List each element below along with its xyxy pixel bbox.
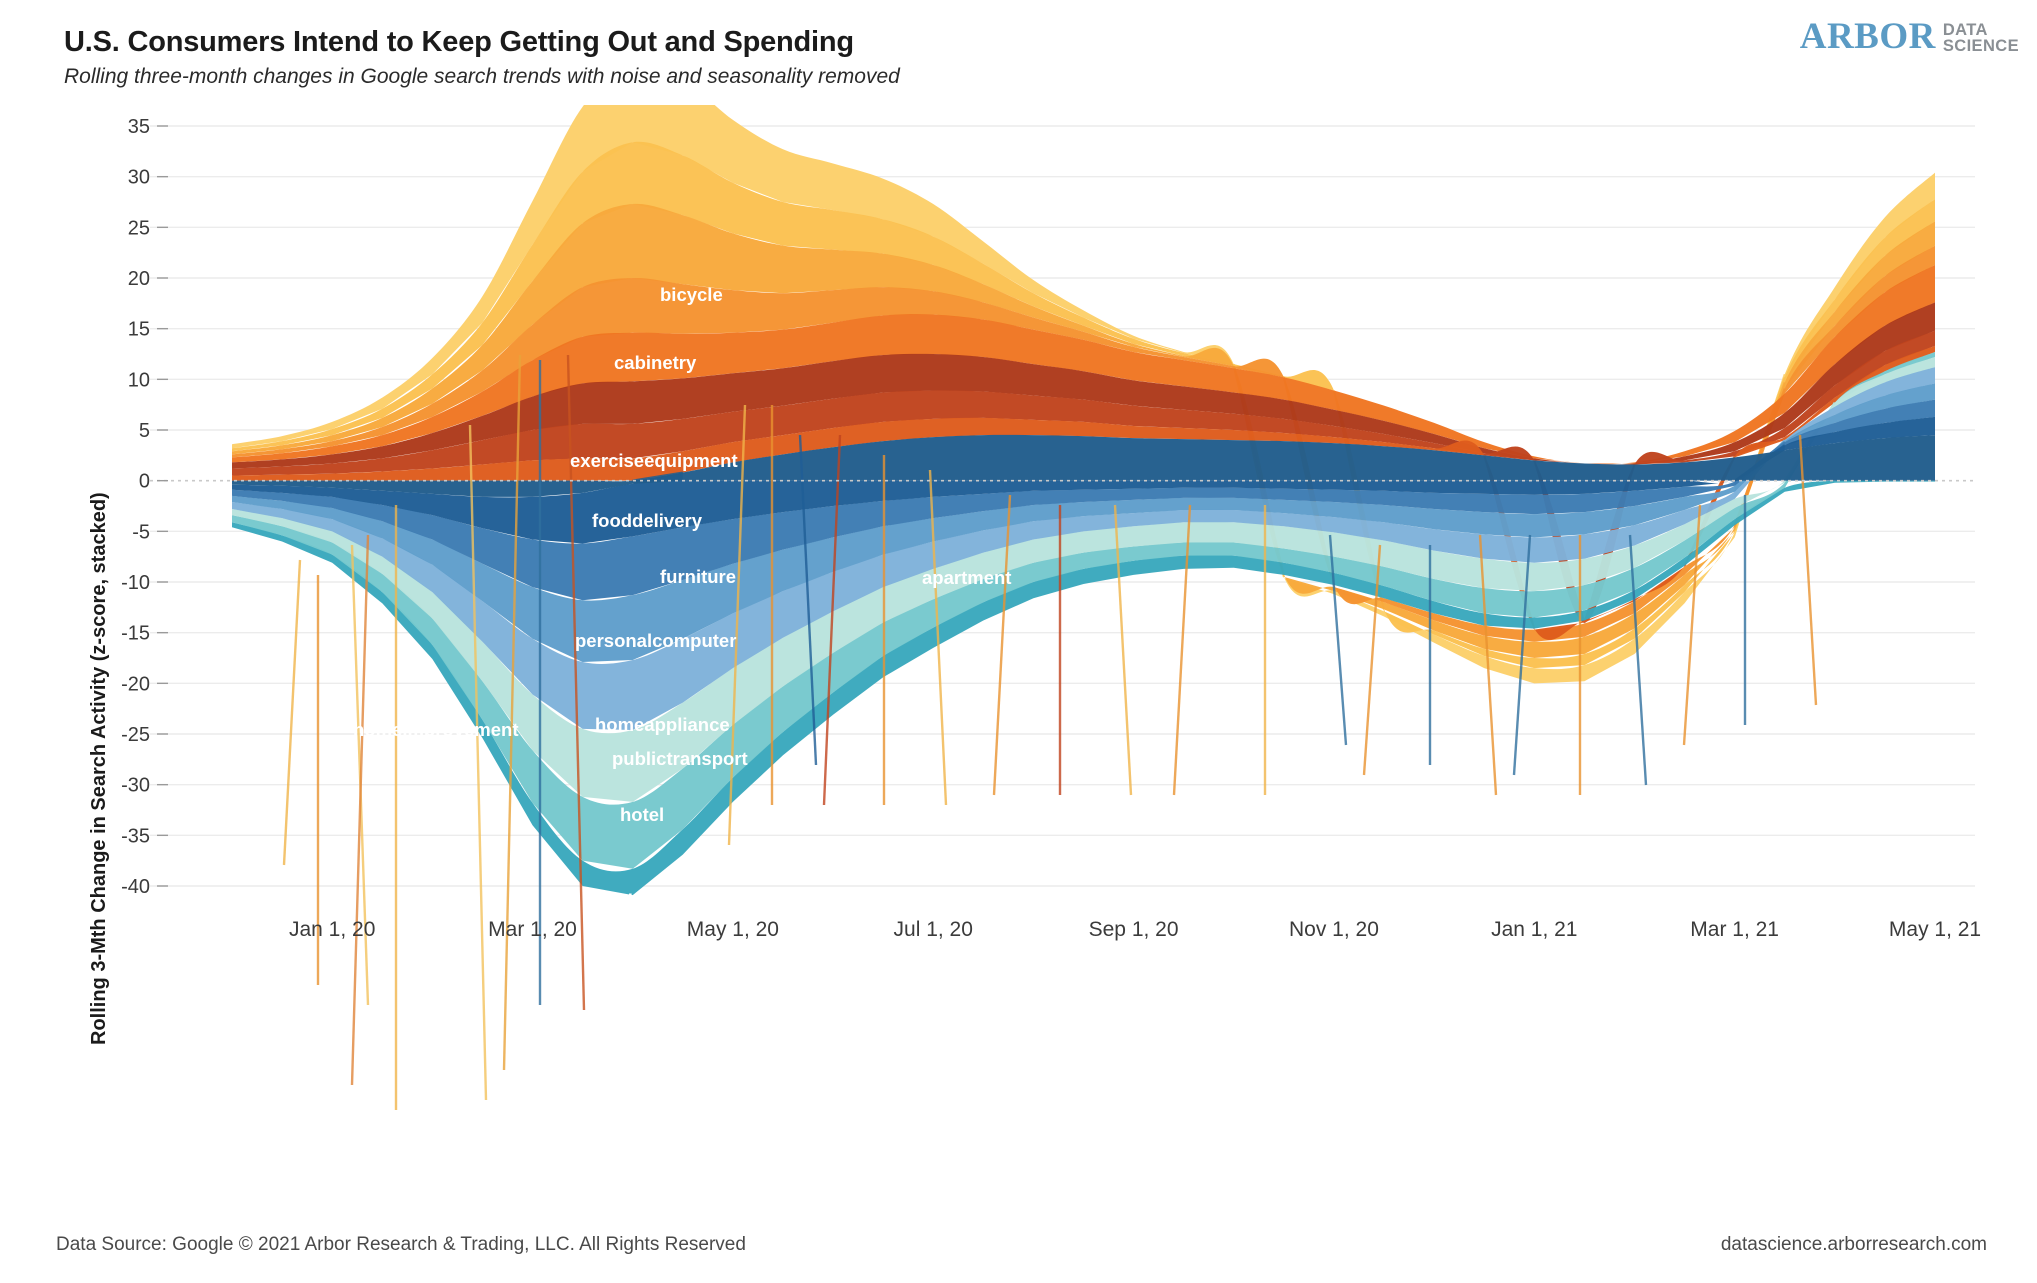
series-area-homeappliance [232,417,1535,630]
y-axis-tick-label: 10 [128,369,150,391]
series-label-jobinterview: jobinterview [578,1092,688,1113]
series-area-fooddelivery [232,277,1334,588]
x-axis-tick-label: Jul 1, 20 [894,918,973,941]
stream-connector-strand [727,404,747,846]
logo-data-text: DATA [1942,21,1988,39]
stream-connector-strand [928,469,948,806]
streamgraph-svg: 35 30 25 20 15 10 5 0 -5 -10 -15 -20 -25 -30 -35 -40 Ja… [121,105,1981,1171]
stream-connector-strand [1628,534,1648,786]
chart-header: U.S. Consumers Intend to Keep Getting Ou… [0,0,2037,105]
y-axis-tick-label: -20 [121,673,150,695]
stream-connector-strand [1172,504,1192,796]
series-label-cabinetry: cabinetry [614,352,697,373]
series-area-jobinterview [232,442,1785,601]
series-area-jobinterview [1734,399,1935,486]
stream-connector-strand [992,494,1012,796]
y-axis-tick-label: 30 [128,167,150,189]
y-axis-tick-label: -5 [132,521,150,543]
series-area-flight [1784,357,1935,483]
series-label-movietheater: movietheater [582,1029,697,1050]
series-connector-apartment [632,471,683,482]
y-axis-tick-label: -10 [121,572,150,594]
series-area-furniture [232,264,1935,465]
website-text: datascience.arborresearch.com [1720,1234,1987,1255]
series-area-movietheater [232,441,1785,663]
x-axis-tick-label: Jan 1, 21 [1491,918,1577,941]
stream-connector-strand [502,354,522,1071]
y-axis-tick-label: 20 [128,268,150,290]
series-label-hotel: hotel [620,804,664,825]
y-axis-tick-label: 35 [128,116,150,138]
stream-connector-strand [1478,534,1498,796]
series-area-fooddelivery [1734,245,1935,528]
x-axis-tick-label: Nov 1, 20 [1289,918,1379,941]
series-area-apartment [232,472,683,497]
series-area-personalcomputer [232,302,1935,469]
stream-connector-strand [1113,504,1133,796]
stream-connector-strand [468,424,488,1101]
x-axis-group: Jan 1, 20 Mar 1, 20 May 1, 20 Jul 1, 20 Sep … [289,918,1981,941]
series-labels-group: bicycle cabinetry exerciseequipment fooddel… [353,284,1011,1171]
y-axis-tick-label: -25 [121,724,150,746]
series-area-cabinetry [1734,198,1935,533]
y-axis-tick-label: 15 [128,319,150,341]
stream-connector-strand [350,534,370,1086]
stream-connector-strand [822,434,842,806]
y-axis-tick-label: -30 [121,775,150,797]
series-label-homeappliance: homeappliance [595,714,730,735]
x-axis-tick-label: Sep 1, 20 [1089,918,1179,941]
y-axis-tick-label: -15 [121,623,150,645]
series-area-exerciseequipment [232,203,1284,577]
series-label-fooddelivery: fooddelivery [592,510,703,531]
series-area-restaurant [1734,367,1935,499]
series-area-clothing [1734,416,1935,482]
stream-connector-strand [282,559,302,866]
series-area-apartment [632,434,1936,484]
logo-sub-text: DATA SCIENCE [1942,18,2019,55]
series-area-bicycle [1734,172,1935,538]
series-label-publictransport: publictransport [612,748,748,769]
series-label-exerciseequipment: exerciseequipment [570,450,738,471]
stream-connector-strand [1328,534,1348,746]
stream-connector-strand [566,354,586,1011]
x-axis-tick-label: Jan 1, 20 [289,918,375,941]
x-axis-tick-label: May 1, 21 [1889,918,1981,941]
stream-connector-strand [1362,544,1382,776]
x-axis-tick-label: Mar 1, 21 [1690,918,1779,941]
series-label-apartment: apartment [922,567,1011,588]
series-area-clothing [232,445,1785,544]
logo-science-text: SCIENCE [1942,37,2019,55]
y-axis-tick-label: -35 [121,825,150,847]
series-label-clothing: clothing [589,1150,661,1171]
y-axis-group: 35 30 25 20 15 10 5 0 -5 -10 -15 -20 -25 -30 -35 -40 [121,116,168,898]
stream-connector-strand [1682,504,1702,746]
y-axis-tick-label: 25 [128,217,150,239]
arbor-data-science-logo: ARBOR DATA SCIENCE [1800,18,2019,64]
series-area-movietheater [1734,383,1935,492]
y-axis-tick-label: 0 [139,471,150,493]
stream-connector-strand [798,434,818,766]
y-axis-title: Rolling 3-Mth Change in Search Activity … [88,492,110,1045]
page-title: U.S. Consumers Intend to Keep Getting Ou… [64,26,854,58]
page-subtitle: Rolling three-month changes in Google se… [64,65,900,88]
series-label-bicycle: bicycle [660,284,723,305]
series-label-homeimprovement: homeimprovement [353,719,519,740]
series-label-restaurant: restaurant [589,970,679,991]
chart-footer: Data Source: Google © 2021 Arbor Researc… [0,1228,2037,1283]
chart-plot-area: 35 30 25 20 15 10 5 0 -5 -10 -15 -20 -25 -30 -35 -40 Ja… [0,105,2037,1175]
series-label-personalcomputer: personalcomputer [575,630,736,651]
stream-connector-strand [1512,534,1532,776]
x-axis-tick-label: Mar 1, 20 [488,918,577,941]
series-area-exerciseequipment [1734,221,1935,531]
x-axis-tick-label: May 1, 20 [687,918,779,941]
series-areas-group [232,105,1936,1110]
series-label-furniture: furniture [660,566,736,587]
y-axis-tick-label: -40 [121,876,150,898]
y-axis-tick-label: 5 [139,420,150,442]
data-source-text: Data Source: Google © 2021 Arbor Researc… [56,1234,746,1255]
logo-brand-text: ARBOR [1799,16,1936,57]
series-area-cabinetry [232,141,1385,612]
series-label-flight: flight [600,890,645,911]
